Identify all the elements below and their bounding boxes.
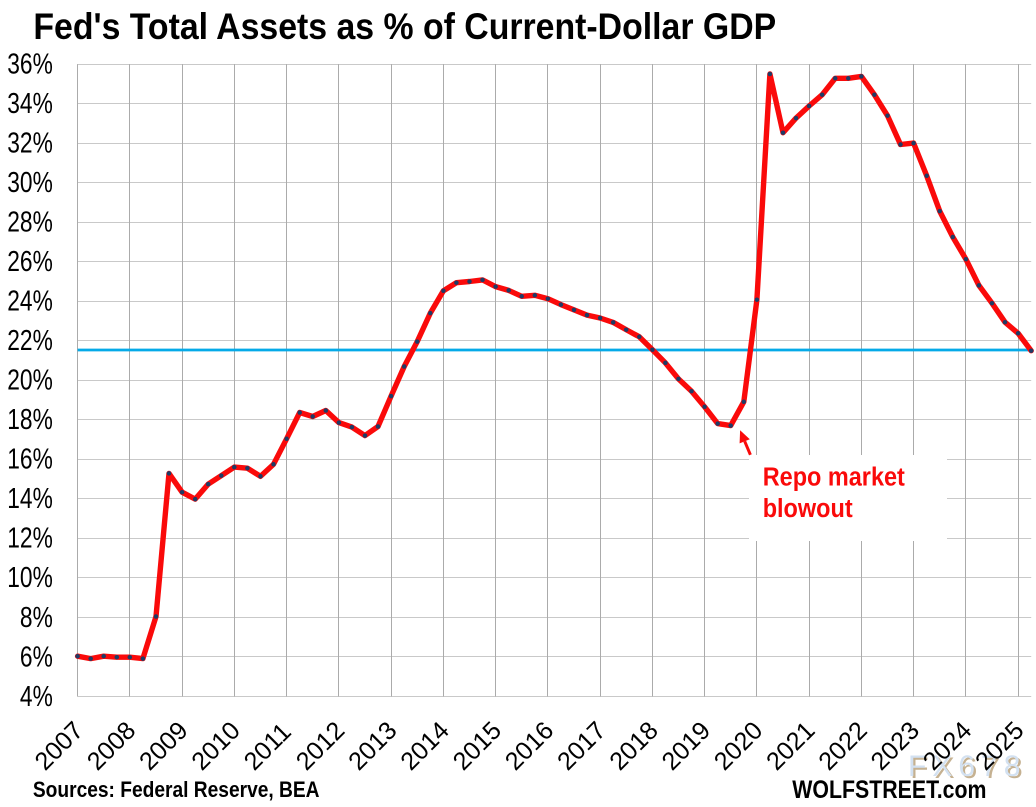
svg-text:24%: 24% — [7, 286, 53, 317]
svg-text:30%: 30% — [7, 168, 53, 199]
svg-text:34%: 34% — [7, 88, 53, 119]
svg-text:20%: 20% — [7, 365, 53, 396]
svg-text:Sources: Federal Reserve, BEA: Sources: Federal Reserve, BEA — [33, 778, 320, 802]
svg-text:22%: 22% — [7, 326, 53, 357]
svg-text:26%: 26% — [7, 247, 53, 278]
svg-text:WOLFSTREET.com: WOLFSTREET.com — [792, 776, 986, 802]
svg-text:32%: 32% — [7, 128, 53, 159]
svg-text:12%: 12% — [7, 523, 53, 554]
svg-text:16%: 16% — [7, 444, 53, 475]
svg-text:Repo market: Repo market — [763, 463, 905, 491]
svg-text:8%: 8% — [20, 602, 53, 633]
svg-text:blowout: blowout — [763, 495, 853, 523]
svg-text:Fed's Total Assets as % of Cur: Fed's Total Assets as % of Current-Dolla… — [33, 5, 776, 47]
svg-text:10%: 10% — [7, 563, 53, 594]
svg-text:18%: 18% — [7, 405, 53, 436]
svg-text:FX678: FX678 — [908, 750, 1026, 783]
svg-text:4%: 4% — [20, 681, 53, 712]
svg-text:36%: 36% — [7, 49, 53, 80]
svg-text:FX678: FX678 — [910, 752, 1028, 785]
svg-text:28%: 28% — [7, 207, 53, 238]
svg-text:14%: 14% — [7, 484, 53, 515]
svg-text:6%: 6% — [20, 642, 53, 673]
